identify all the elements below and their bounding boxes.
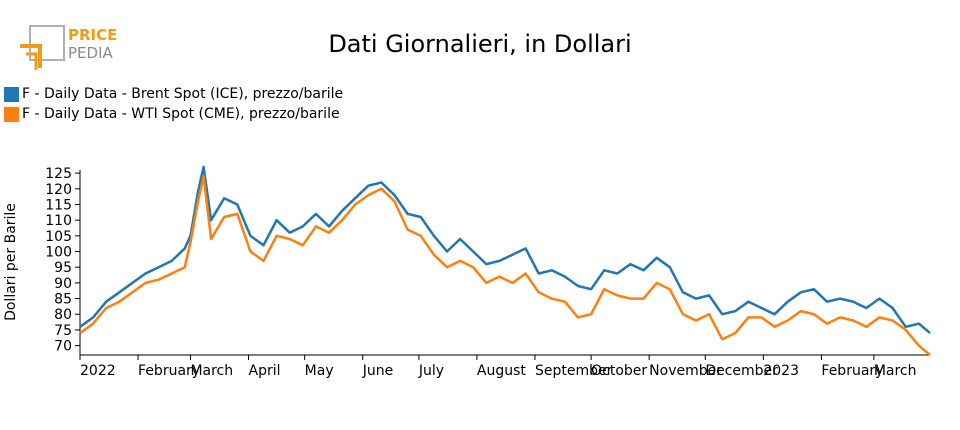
x-tick-label: May bbox=[305, 363, 334, 379]
legend-item-wti[interactable]: F - Daily Data - WTI Spot (CME), prezzo/… bbox=[4, 104, 343, 124]
x-tick-label: September bbox=[535, 363, 613, 379]
logo-text-pedia: PEDIA bbox=[68, 44, 113, 62]
x-tick-label: March bbox=[190, 363, 233, 379]
y-tick-label: 105 bbox=[45, 229, 72, 245]
y-tick-label: 80 bbox=[54, 307, 72, 323]
legend-item-brent[interactable]: F - Daily Data - Brent Spot (ICE), prezz… bbox=[4, 84, 343, 104]
x-tick-label: February bbox=[821, 363, 883, 379]
legend: F - Daily Data - Brent Spot (ICE), prezz… bbox=[4, 84, 343, 124]
logo-text-price: PRICE bbox=[68, 26, 117, 44]
pricepedia-logo: PRICE PEDIA bbox=[20, 25, 117, 70]
chart-title: Dati Giornalieri, in Dollari bbox=[328, 30, 632, 58]
y-tick-label: 95 bbox=[54, 260, 72, 276]
x-tick-label: 2023 bbox=[763, 363, 799, 379]
y-tick-label: 90 bbox=[54, 276, 72, 292]
legend-swatch-wti bbox=[4, 106, 19, 122]
y-tick-label: 70 bbox=[54, 339, 72, 355]
x-tick-label: October bbox=[591, 363, 647, 379]
x-tick-label: July bbox=[418, 363, 444, 379]
legend-swatch-brent bbox=[4, 86, 19, 102]
y-tick-label: 110 bbox=[45, 213, 72, 229]
y-axis-label: Dollari per Barile bbox=[3, 203, 19, 321]
series-line-brent bbox=[79, 165, 931, 335]
y-tick-label: 75 bbox=[54, 323, 72, 339]
y-tick-label: 115 bbox=[45, 197, 72, 213]
y-tick-label: 100 bbox=[45, 245, 72, 261]
series-layer bbox=[79, 165, 931, 356]
x-tick-label: February bbox=[138, 363, 200, 379]
x-tick-label: June bbox=[362, 363, 394, 379]
x-tick-label: August bbox=[477, 363, 527, 379]
x-tick-label: December bbox=[705, 363, 778, 379]
series-line-wti bbox=[79, 175, 931, 356]
x-tick-label: November bbox=[649, 363, 722, 379]
y-tick-label: 120 bbox=[45, 182, 72, 198]
x-tick-label: March bbox=[874, 363, 917, 379]
legend-label-wti: F - Daily Data - WTI Spot (CME), prezzo/… bbox=[22, 106, 340, 122]
y-tick-label: 125 bbox=[45, 166, 72, 182]
legend-label-brent: F - Daily Data - Brent Spot (ICE), prezz… bbox=[22, 86, 344, 102]
x-tick-label: April bbox=[249, 363, 281, 379]
x-tick-label: 2022 bbox=[80, 363, 116, 379]
y-tick-label: 85 bbox=[54, 292, 72, 308]
